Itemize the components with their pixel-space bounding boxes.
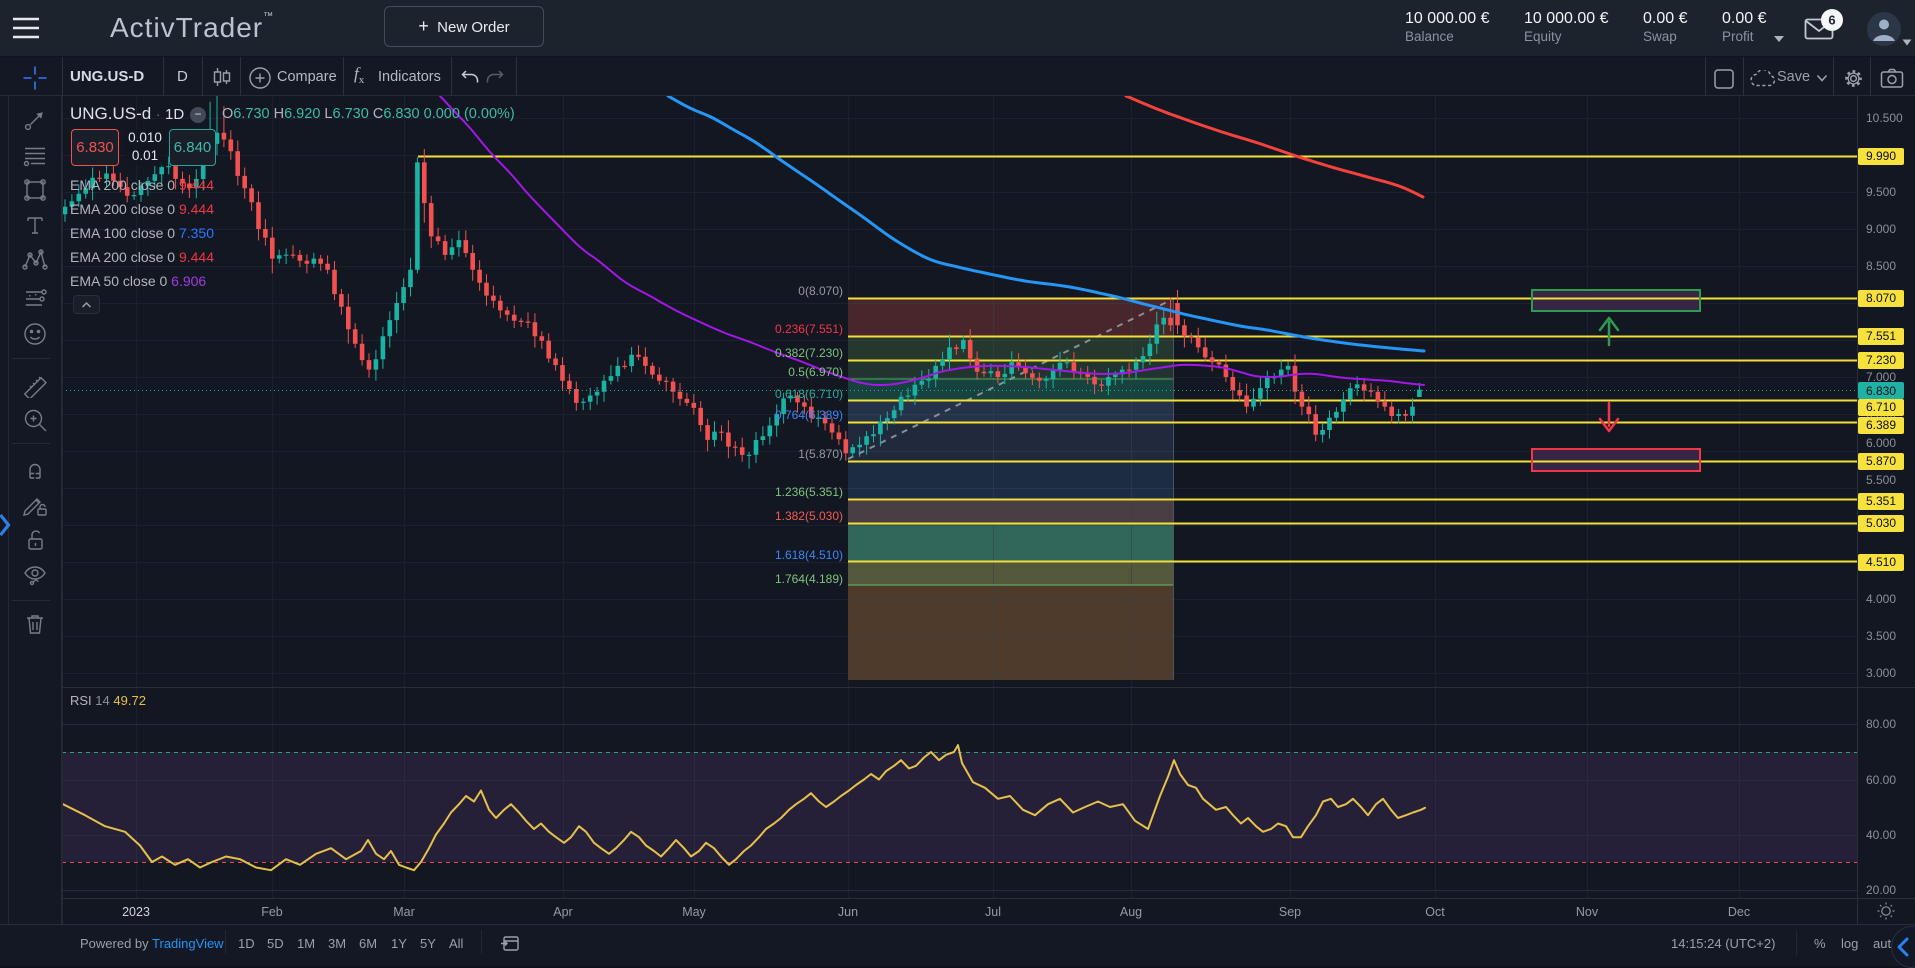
svg-text:3.000: 3.000 (1866, 666, 1896, 680)
svg-text:Mar: Mar (393, 905, 415, 919)
svg-text:Oct: Oct (1425, 905, 1445, 919)
svg-text:9.500: 9.500 (1866, 185, 1896, 199)
svg-text:0.382(7.230): 0.382(7.230) (775, 346, 843, 360)
svg-text:RSI 14 49.72: RSI 14 49.72 (70, 693, 146, 708)
svg-text:5.500: 5.500 (1866, 473, 1896, 487)
svg-text:8.500: 8.500 (1866, 259, 1896, 273)
svg-text:0.764(6.389): 0.764(6.389) (775, 408, 843, 422)
svg-text:0.5(6.970): 0.5(6.970) (788, 365, 843, 379)
svg-text:1.382(5.030): 1.382(5.030) (775, 509, 843, 523)
svg-text:6.830: 6.830 (1866, 384, 1896, 398)
svg-text:4.510: 4.510 (1866, 555, 1896, 569)
svg-text:2023: 2023 (122, 905, 150, 919)
svg-text:5.870: 5.870 (1866, 454, 1896, 468)
svg-text:40.00: 40.00 (1866, 828, 1896, 842)
svg-text:1.764(4.189): 1.764(4.189) (775, 572, 843, 586)
svg-text:0(8.070): 0(8.070) (798, 284, 843, 298)
svg-text:20.00: 20.00 (1866, 883, 1896, 897)
svg-text:Feb: Feb (261, 905, 283, 919)
svg-text:5.351: 5.351 (1866, 494, 1896, 508)
svg-text:5.030: 5.030 (1866, 516, 1896, 530)
svg-text:6.000: 6.000 (1866, 436, 1896, 450)
svg-text:Aug: Aug (1120, 905, 1142, 919)
svg-text:4.000: 4.000 (1866, 592, 1896, 606)
svg-text:60.00: 60.00 (1866, 773, 1896, 787)
svg-text:May: May (682, 905, 706, 919)
svg-text:1(5.870): 1(5.870) (798, 447, 843, 461)
svg-text:Apr: Apr (553, 905, 572, 919)
svg-text:Nov: Nov (1576, 905, 1599, 919)
svg-text:Jun: Jun (838, 905, 858, 919)
svg-text:80.00: 80.00 (1866, 717, 1896, 731)
svg-text:7.230: 7.230 (1866, 353, 1896, 367)
svg-text:9.000: 9.000 (1866, 222, 1896, 236)
svg-text:1.236(5.351): 1.236(5.351) (775, 485, 843, 499)
svg-text:Sep: Sep (1279, 905, 1301, 919)
svg-text:7.551: 7.551 (1866, 329, 1896, 343)
svg-text:7.000: 7.000 (1866, 370, 1896, 384)
svg-text:Dec: Dec (1728, 905, 1750, 919)
svg-text:8.070: 8.070 (1866, 291, 1896, 305)
svg-text:1.618(4.510): 1.618(4.510) (775, 548, 843, 562)
svg-text:6: 6 (1828, 13, 1835, 28)
svg-text:0.618(6.710): 0.618(6.710) (775, 387, 843, 401)
svg-text:3.500: 3.500 (1866, 629, 1896, 643)
svg-text:6.710: 6.710 (1866, 400, 1896, 414)
svg-text:9.990: 9.990 (1866, 149, 1896, 163)
svg-text:0.236(7.551): 0.236(7.551) (775, 322, 843, 336)
svg-text:6.389: 6.389 (1866, 418, 1896, 432)
svg-text:10.500: 10.500 (1866, 111, 1903, 125)
svg-text:Jul: Jul (985, 905, 1001, 919)
